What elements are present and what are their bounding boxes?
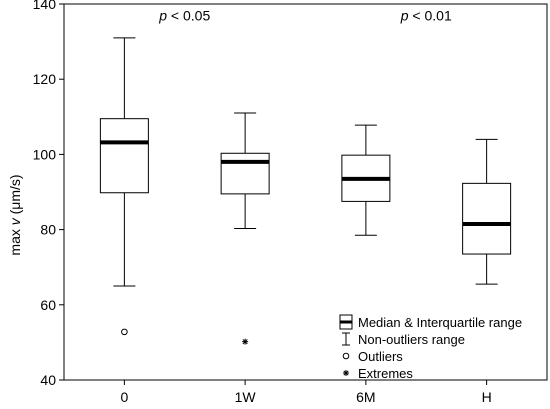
x-tick-label: 1W [235,389,257,405]
axes: 40 60 80 100 120 140 0 1W 6M H [33,0,548,405]
box-H [462,138,512,285]
y-tick-label: 40 [40,372,56,388]
legend-label: Median & Interquartile range [358,315,522,330]
box-0 [99,37,149,287]
legend-outlier-symbol [342,352,350,360]
outlier-points [121,328,249,345]
box-6M [341,124,391,236]
y-tick-label: 60 [40,297,56,313]
plot-frame [63,3,548,381]
legend-extreme-symbol [343,370,349,376]
significance-label: p < 0.01 [400,7,452,23]
significance-label: p < 0.05 [158,7,210,23]
boxes [99,37,512,287]
outlier-point [121,328,128,336]
legend-label: Non-outliers range [358,332,465,347]
x-tick-label: 6M [356,389,375,405]
legend-label: Outliers [358,349,403,364]
x-tick-label: 0 [120,389,128,405]
interquartile-box [99,118,149,194]
y-axis-label: max v (μm/s) [7,174,23,255]
extreme-point [242,338,249,345]
y-tick-label: 120 [33,71,57,87]
x-tick-label: H [482,389,492,405]
y-tick-label: 80 [40,222,56,238]
y-tick-label: 100 [33,146,57,162]
legend-label: Extremes [358,366,413,381]
interquartile-box [220,152,270,195]
y-tick-label: 140 [33,0,57,12]
legend-item: Non-outliers range [342,332,465,347]
legend: Median & Interquartile range Non-outliers… [339,314,522,381]
legend-item: Median & Interquartile range [339,314,522,330]
box-1W [220,112,270,229]
legend-item: Extremes [343,366,413,381]
interquartile-box [462,182,512,255]
legend-item: Outliers [342,349,403,364]
extreme-mark [242,339,248,345]
annotations: p < 0.05 p < 0.01 [158,7,452,23]
